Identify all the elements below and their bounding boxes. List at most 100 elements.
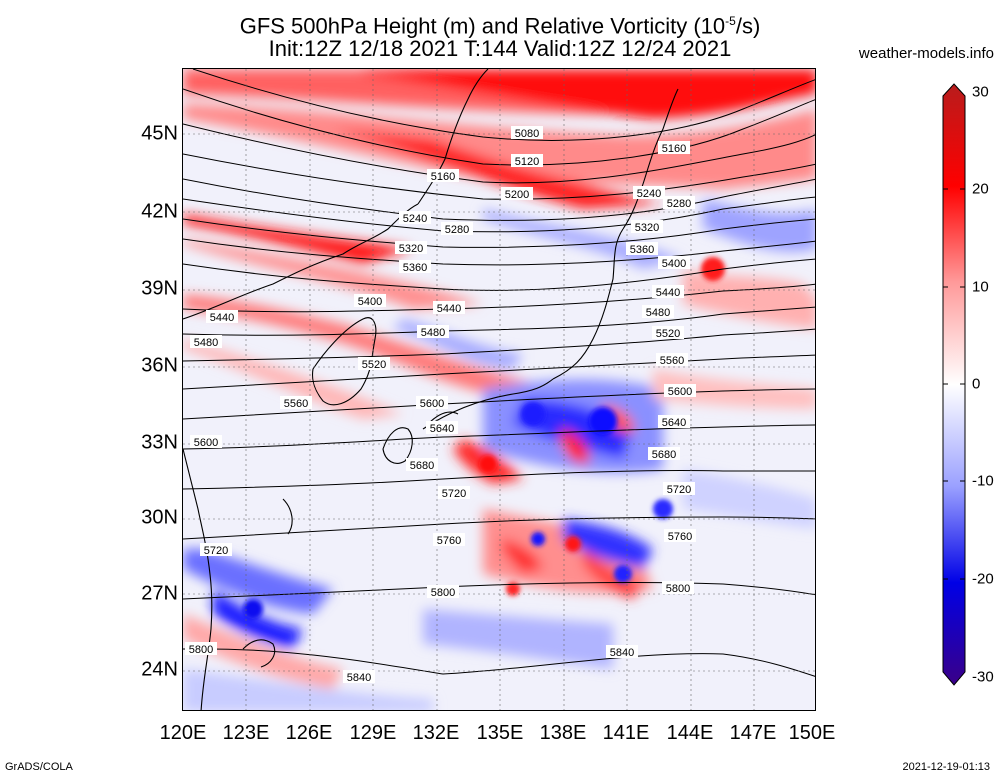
colorbar-label: -20	[972, 570, 994, 588]
contour-label-bg	[417, 325, 449, 338]
lat-label: 42N	[141, 200, 178, 223]
contour-label: 5240	[403, 213, 427, 225]
contour-label-bg	[664, 529, 696, 542]
lat-label: 30N	[141, 506, 178, 529]
lon-label: 144E	[666, 722, 714, 744]
lon-label: 129E	[349, 722, 397, 744]
vorticity-detail	[243, 257, 725, 619]
lon-label: 126E	[285, 722, 333, 744]
contour-label: 5280	[667, 198, 691, 210]
contour-label-bg	[426, 421, 458, 434]
lon-label: 138E	[539, 722, 587, 744]
contour-label-bg	[190, 335, 222, 348]
contour-label-bg	[501, 187, 533, 200]
contour-label: 5680	[410, 460, 434, 472]
contour-label: 5800	[431, 587, 455, 599]
lat-label: 36N	[141, 354, 178, 377]
contour-label-bg	[662, 581, 694, 594]
contour-label: 5160	[662, 143, 686, 155]
lat-label: 24N	[141, 658, 178, 681]
contour-label-bg	[343, 670, 375, 683]
contour-label-bg	[511, 154, 543, 167]
contour-label: 5480	[194, 337, 218, 349]
contour-label-bg	[652, 326, 684, 339]
colorbar-label: 20	[972, 180, 989, 198]
contour-label: 5760	[437, 535, 461, 547]
footer-timestamp: 2021-12-19-01:13	[902, 761, 990, 773]
contour-label-bg	[648, 447, 680, 460]
contour-label-bg	[280, 396, 312, 409]
colorbar-label: 30	[972, 83, 989, 101]
contour-label-bg	[658, 415, 690, 428]
lat-label: 27N	[141, 582, 178, 605]
lon-label: 123E	[222, 722, 270, 744]
contour-label-bg	[652, 285, 684, 298]
contour-label-bg	[511, 126, 543, 139]
lon-label: 135E	[476, 722, 524, 744]
contour-label-bg	[354, 294, 386, 307]
contour-label-bg	[642, 305, 674, 318]
title-exponent: -5	[725, 14, 736, 28]
contour-label: 5280	[445, 224, 469, 236]
contour-label: 5760	[668, 531, 692, 543]
contour-label: 5480	[646, 307, 670, 319]
contour-label: 5440	[437, 303, 461, 315]
contour-label-bg	[406, 458, 438, 471]
contour-label: 5560	[284, 398, 308, 410]
contour-label-bg	[395, 241, 427, 254]
contour-label: 5800	[189, 644, 213, 656]
contour-label: 5520	[362, 359, 386, 371]
contour-label: 5320	[635, 222, 659, 234]
footer-software: GrADS/COLA	[5, 761, 73, 773]
colorbar-label: 0	[972, 375, 981, 393]
colorbar-label: -10	[972, 472, 994, 490]
lat-label: 33N	[141, 431, 178, 454]
contour-label: 5080	[515, 128, 539, 140]
colorbar-scale	[942, 83, 966, 686]
contour-label-bg	[438, 486, 470, 499]
contour-label: 5720	[204, 545, 228, 557]
contour-label: 5480	[421, 327, 445, 339]
contour-labels: 5080 5120 5160 5160 5200 5240 5240 5280 5280 5320…	[185, 126, 696, 684]
contour-label: 5200	[505, 189, 529, 201]
lon-label: 132E	[412, 722, 460, 744]
contour-label: 5240	[637, 188, 661, 200]
contour-label: 5600	[194, 437, 218, 449]
contour-label-bg	[358, 357, 390, 370]
lon-label: 120E	[159, 722, 207, 744]
contour-label-bg	[663, 482, 695, 495]
contour-label: 5560	[660, 355, 684, 367]
contour-label: 5160	[431, 171, 455, 183]
contour-label-bg	[399, 211, 431, 224]
contour-label: 5640	[430, 423, 454, 435]
chart-subtitle: Init:12Z 12/18 2021 T:144 Valid:12Z 12/2…	[268, 36, 732, 61]
contour-label-bg	[185, 642, 217, 655]
lon-label: 150E	[788, 722, 836, 744]
title-main: GFS 500hPa Height (m) and Relative Vorti…	[239, 13, 726, 39]
contour-label: 5840	[610, 647, 634, 659]
contour-label-bg	[427, 585, 459, 598]
contour-label: 5600	[668, 386, 692, 398]
contour-label-bg	[416, 396, 448, 409]
contour-label: 5520	[656, 328, 680, 340]
contour-label: 5360	[630, 244, 654, 256]
contour-label-bg	[200, 543, 232, 556]
contour-label: 5720	[442, 488, 466, 500]
grid-lines	[183, 69, 815, 710]
contour-label-bg	[433, 533, 465, 546]
colorbar	[942, 83, 966, 686]
contour-label: 5720	[667, 484, 691, 496]
contour-label-bg	[664, 384, 696, 397]
title-unit: /s)	[735, 13, 761, 39]
contour-label-bg	[427, 169, 459, 182]
contour-label: 5400	[662, 258, 686, 270]
contour-label: 5640	[662, 417, 686, 429]
contour-label-bg	[658, 256, 690, 269]
map-panel: 5080 5120 5160 5160 5200 5240 5240 5280 5280 5320…	[182, 68, 816, 711]
contour-label: 5680	[652, 449, 676, 461]
lat-label: 45N	[141, 122, 178, 145]
contour-label-bg	[441, 222, 473, 235]
lon-label: 141E	[602, 722, 650, 744]
contour-label: 5440	[210, 312, 234, 324]
contour-label-bg	[606, 645, 638, 658]
